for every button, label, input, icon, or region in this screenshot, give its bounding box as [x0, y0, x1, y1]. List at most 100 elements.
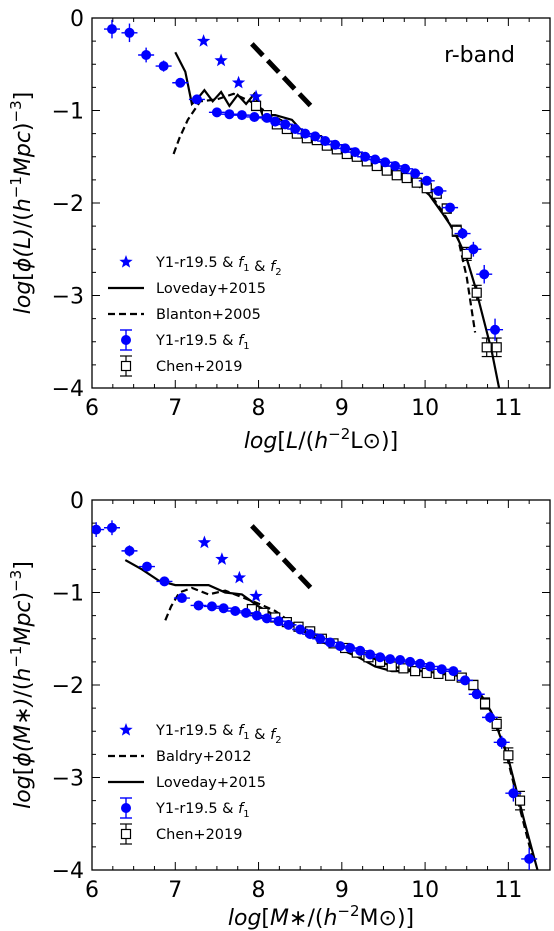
- y-tick-label: −3: [52, 285, 84, 310]
- chen-square-marker: [468, 679, 479, 691]
- y1-circle-marker: [345, 643, 356, 653]
- legend-label: Y1-r19.5 & f1: [155, 801, 250, 820]
- y1-circle-marker: [106, 24, 117, 35]
- y1-circle-marker: [241, 607, 252, 618]
- y1-star-marker: [249, 589, 263, 602]
- y1-circle-marker: [175, 77, 186, 88]
- y1-circle-marker: [224, 109, 235, 120]
- y1-circle-marker: [350, 147, 361, 158]
- y1-circle-marker: [330, 139, 341, 150]
- y1-circle-marker: [335, 641, 346, 652]
- y1-circle-marker: [236, 110, 247, 121]
- y1-circle-marker: [159, 576, 170, 587]
- x-tick-label: 9: [335, 878, 349, 903]
- y-tick-label: −2: [52, 674, 84, 699]
- y1-circle-marker: [300, 128, 311, 139]
- legend-square-icon: [120, 360, 132, 372]
- y1-circle-marker: [395, 655, 406, 666]
- y1-star-marker: [232, 570, 247, 584]
- band-annotation: r-band: [444, 43, 515, 68]
- legend-star-icon: [119, 723, 133, 736]
- legend-label: Loveday+2015: [156, 775, 266, 791]
- x-tick-label: 6: [85, 396, 99, 421]
- chen-square-marker: [503, 750, 514, 761]
- y1-circle-marker: [280, 119, 291, 130]
- y1-star-marker: [214, 53, 228, 67]
- y1-circle-marker: [158, 61, 169, 72]
- chen-square-marker: [491, 342, 502, 353]
- y1-star-marker: [231, 75, 246, 89]
- y1-circle-marker: [249, 111, 260, 122]
- y1-circle-marker: [410, 168, 421, 179]
- y1-star-marker: [197, 535, 212, 549]
- legend-label: Y1-r19.5 & f1: [155, 333, 250, 352]
- x-tick-label: 6: [85, 878, 99, 903]
- y1-star-marker: [249, 89, 263, 103]
- y1-circle-marker: [270, 116, 281, 127]
- reference-slope-line: [250, 524, 317, 595]
- y1-circle-marker: [340, 143, 351, 154]
- y1-circle-marker: [211, 107, 222, 118]
- y1-circle-marker: [433, 185, 444, 196]
- x-tick-label: 10: [411, 396, 439, 421]
- y1-circle-marker: [193, 600, 204, 611]
- x-tick-label: 8: [252, 396, 266, 421]
- y-tick-label: −1: [52, 582, 84, 607]
- y1-circle-marker: [380, 157, 391, 168]
- y-tick-label: 0: [70, 7, 84, 32]
- y1-circle-marker: [485, 712, 496, 723]
- chen-square-marker: [471, 287, 482, 298]
- y1-circle-marker: [508, 788, 519, 799]
- y1-circle-marker: [141, 50, 152, 60]
- y1-circle-marker: [460, 675, 471, 686]
- legend-star-icon: [119, 255, 133, 268]
- axis-ticks: [91, 499, 551, 871]
- y1-circle-marker: [92, 524, 102, 535]
- legend-circle-icon: [121, 335, 131, 345]
- chen-square-marker: [514, 795, 526, 806]
- y1-circle-marker: [310, 131, 321, 142]
- y-tick-label: −3: [52, 767, 84, 792]
- x-tick-label: 7: [168, 878, 182, 903]
- y1-circle-marker: [283, 619, 294, 630]
- chen-square-marker: [250, 100, 262, 111]
- y-axis-label: log[ϕ(M∗)/(h−1Mpc)−3]: [7, 561, 36, 809]
- legend-square-icon: [120, 828, 132, 840]
- y1-circle-marker: [141, 561, 152, 572]
- y1-circle-marker: [479, 269, 490, 280]
- x-tick-label: 10: [411, 878, 439, 903]
- y1-circle-marker: [436, 664, 447, 675]
- series-line: [124, 559, 539, 870]
- y1-circle-marker: [176, 593, 187, 604]
- legend-label: Y1-r19.5 & f1 & f2: [155, 255, 282, 278]
- y1-circle-marker: [124, 545, 135, 556]
- data-layer: [92, 520, 539, 870]
- y1-circle-marker: [230, 606, 241, 616]
- luminosity-function-panel: 6 7 8 9 10 11 0 −1 −2 −3 −4 log[L/(h−2L⊙)] log[ϕ(L)/…: [7, 7, 551, 454]
- y1-circle-marker: [218, 603, 229, 614]
- y1-circle-marker: [448, 666, 459, 677]
- legend-label: Baldry+2012: [156, 749, 252, 765]
- x-tick-label: 11: [494, 878, 522, 903]
- chen-square-marker: [481, 342, 492, 353]
- chen-square-marker: [398, 663, 409, 674]
- reference-slope-line: [250, 42, 317, 113]
- y-tick-label: −4: [52, 377, 84, 402]
- y1-circle-marker: [360, 151, 371, 162]
- y1-circle-marker: [295, 624, 306, 635]
- chen-square-marker: [391, 170, 402, 181]
- legend-label: Chen+2019: [156, 359, 242, 375]
- y1-circle-marker: [261, 112, 272, 123]
- y-tick-label: 0: [70, 489, 84, 514]
- y1-star-marker: [215, 552, 229, 565]
- y1-circle-marker: [124, 27, 135, 38]
- y1-circle-marker: [425, 661, 436, 672]
- y1-circle-marker: [385, 654, 396, 665]
- x-tick-label: 11: [494, 396, 522, 421]
- chen-square-marker: [491, 718, 502, 729]
- y1-circle-marker: [405, 656, 416, 667]
- y1-circle-marker: [490, 324, 501, 335]
- y1-circle-marker: [365, 649, 376, 660]
- chen-square-marker: [479, 698, 491, 709]
